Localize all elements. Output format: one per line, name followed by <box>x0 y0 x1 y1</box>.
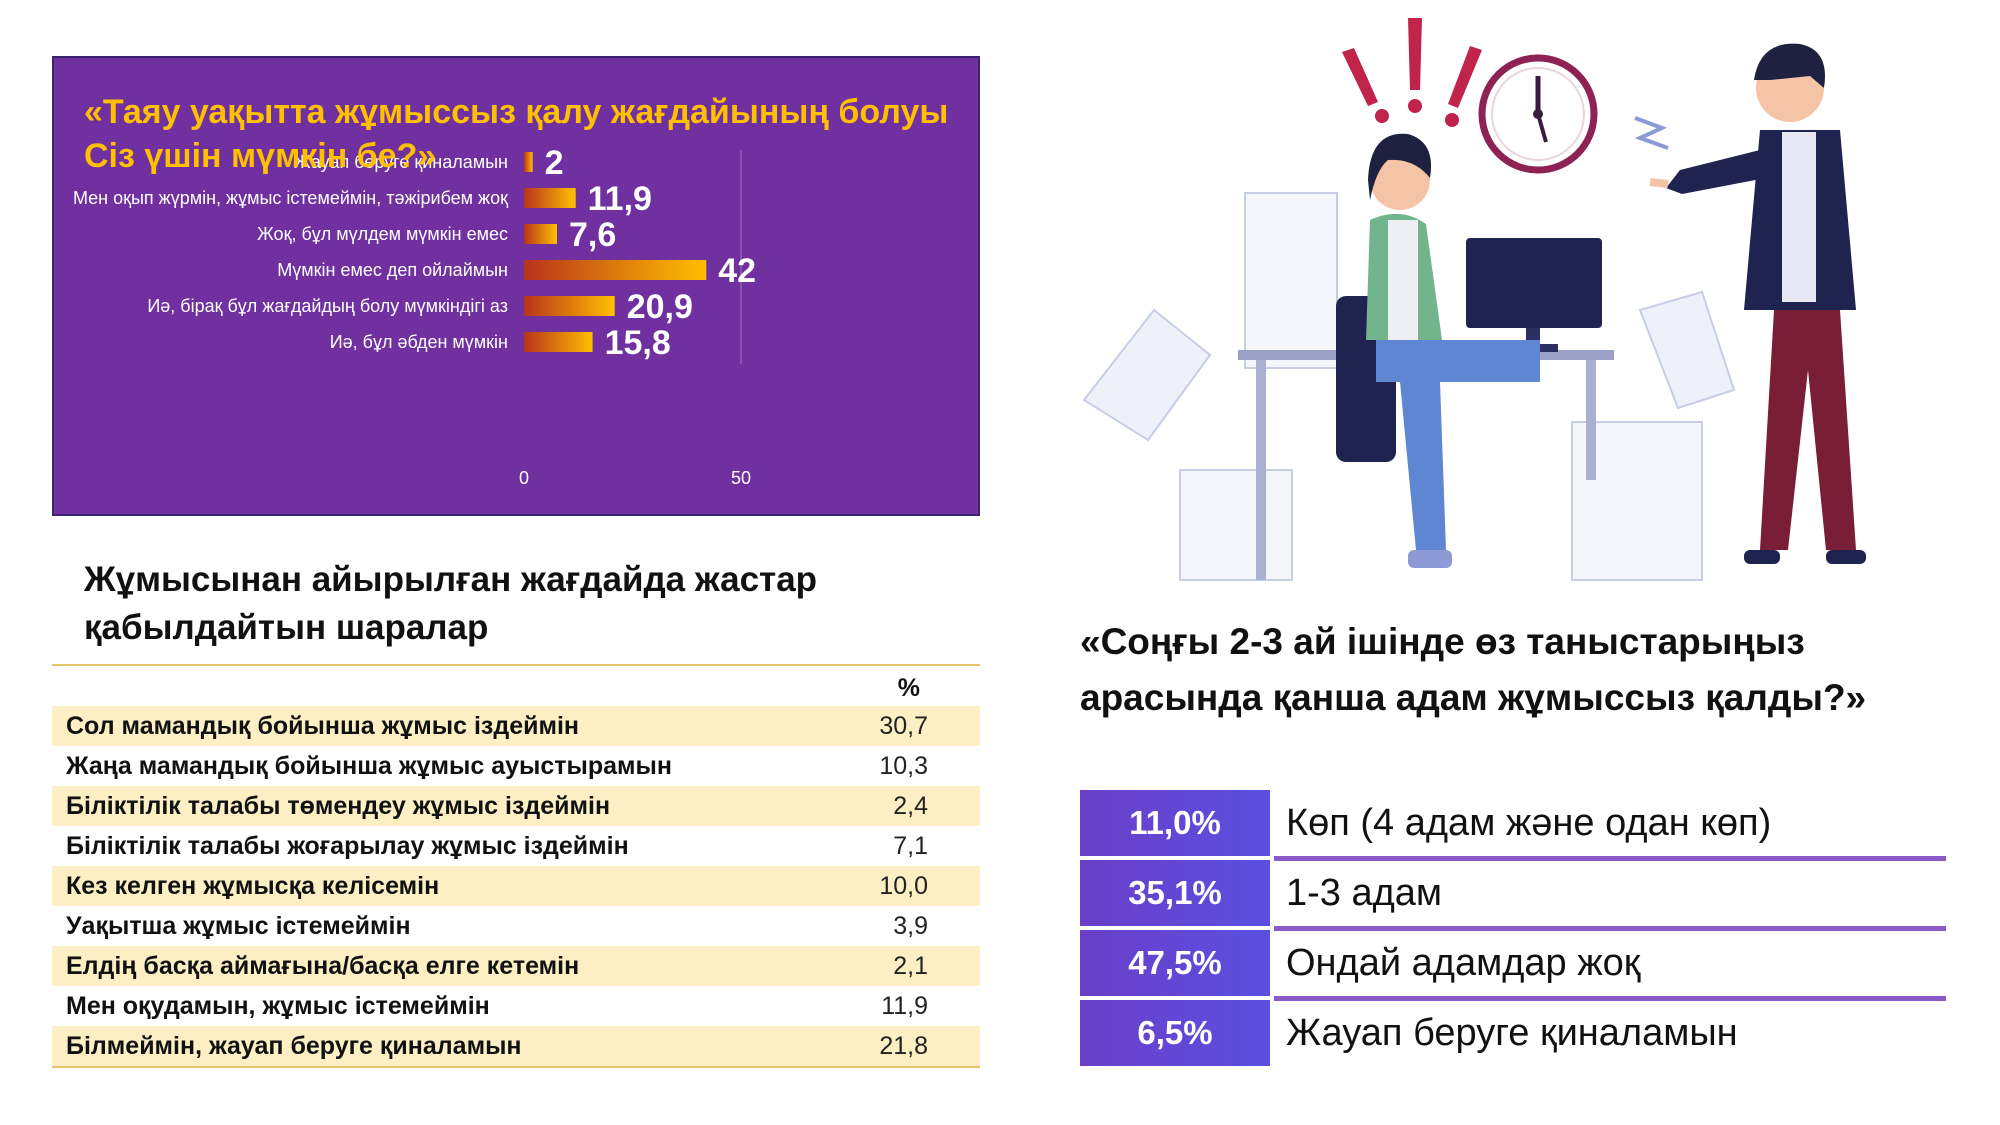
bar <box>524 332 593 352</box>
table-header-row: % <box>52 664 980 706</box>
bar-chart: Жауап беруге қиналамын 2 Мен оқып жүрмін, … <box>73 144 756 488</box>
measure-label: Кез келген жұмысқа келісемін <box>52 866 788 906</box>
alarm-exclamation-icon <box>1342 18 1482 127</box>
measure-label: Білмеймін, жауап беруге қиналамын <box>52 1026 788 1068</box>
pct-header: % <box>788 664 980 706</box>
wall-clock-icon <box>1478 54 1598 174</box>
measure-value: 3,9 <box>893 911 928 940</box>
bar <box>524 152 533 172</box>
measure-label: Жаңа мамандық бойынша жұмыс ауыстырамын <box>66 751 672 780</box>
answer-label: Жауап беруге қиналамын <box>1286 1012 1738 1054</box>
table-row: Біліктілік талабы жоғарылау жұмыс іздейм… <box>52 826 980 866</box>
category-label: Иә, бұл әбден мүмкін <box>330 332 508 352</box>
measure-label: Уақытша жұмыс істемеймін <box>66 911 411 940</box>
answer-percent: 11,0% <box>1080 790 1270 856</box>
answer-label: Ондай адамдар жоқ <box>1286 942 1641 984</box>
tick-label: 0 <box>519 468 529 488</box>
measures-table: % Сол мамандық бойынша жұмыс іздеймін 30,… <box>52 664 980 1068</box>
table-row: Кез келген жұмысқа келісемін 10,0 <box>52 866 980 906</box>
divider <box>1274 926 1946 931</box>
table-row: Білмеймін, жауап беруге қиналамын 21,8 <box>52 1026 980 1068</box>
answer-percent: 6,5% <box>1080 1000 1270 1066</box>
measure-label: Мен оқудамын, жұмыс істемеймін <box>66 991 490 1020</box>
measure-label: Елдің басқа аймағына/басқа елге кетемін <box>52 946 788 986</box>
bar <box>524 296 615 316</box>
table-row: Сол мамандық бойынша жұмыс іздеймін 30,7 <box>52 706 980 746</box>
answer-row: 6,5% Жауап беруге қиналамын <box>1080 1000 1946 1066</box>
question-title: «Соңғы 2-3 ай ішінде өз таныстарыңыз ара… <box>1080 621 1867 718</box>
measures-title: Жұмысынан айырылған жағдайда жастар қабы… <box>84 560 818 647</box>
category-label: Мен оқып жүрмін, жұмыс істемеймін, тәжір… <box>73 188 508 208</box>
office-scene-illustration <box>1082 18 1866 581</box>
answer-percent: 35,1% <box>1080 860 1270 926</box>
data-label: 2 <box>545 144 564 182</box>
table-row: Елдің басқа аймағына/басқа елге кетемін 2… <box>52 946 980 986</box>
divider <box>1274 856 1946 861</box>
category-label: Иә, бірақ бұл жағдайдың болу мүмкіндігі … <box>147 296 508 316</box>
measure-value: 10,3 <box>879 751 928 780</box>
tick-label: 50 <box>731 468 751 488</box>
answer-row: 35,1% 1-3 адам <box>1080 860 1946 931</box>
category-label: Жауап беруге қиналамын <box>294 152 508 172</box>
bar <box>524 260 707 280</box>
table-row: Мен оқудамын, жұмыс істемеймін 11,9 <box>52 986 980 1026</box>
data-label: 15,8 <box>605 324 671 362</box>
measure-label: Біліктілік талабы төмендеу жұмыс іздеймі… <box>52 786 788 826</box>
table-row: Жаңа мамандық бойынша жұмыс ауыстырамын 1… <box>52 746 980 786</box>
measure-value: 2,1 <box>788 946 980 986</box>
measure-value: 10,0 <box>788 866 980 906</box>
measure-label: Сол мамандық бойынша жұмыс іздеймін <box>52 706 788 746</box>
measure-value: 11,9 <box>881 991 928 1020</box>
bar <box>524 224 557 244</box>
answer-label: Көп (4 адам және одан көп) <box>1286 802 1772 844</box>
manager-man <box>1649 43 1866 564</box>
answer-row: 11,0% Көп (4 адам және одан көп) <box>1080 790 1946 861</box>
table-row: Біліктілік талабы төмендеу жұмыс іздеймі… <box>52 786 980 826</box>
office-worker-woman <box>1336 133 1540 568</box>
data-label: 20,9 <box>627 288 693 326</box>
measure-value: 7,1 <box>893 831 928 860</box>
bar <box>524 188 576 208</box>
answer-percent: 47,5% <box>1080 930 1270 996</box>
answer-row: 47,5% Ондай адамдар жоқ <box>1080 930 1946 1001</box>
measure-value: 2,4 <box>788 786 980 826</box>
table-row: Уақытша жұмыс істемеймін 3,9 <box>52 906 980 946</box>
data-label: 11,9 <box>588 180 652 218</box>
category-label: Мүмкін емес деп ойлаймын <box>277 260 508 280</box>
table-header-blank <box>52 664 788 706</box>
category-label: Жоқ, бұл мүлдем мүмкін емес <box>257 224 508 244</box>
measure-label: Біліктілік талабы жоғарылау жұмыс іздейм… <box>66 831 629 860</box>
measure-value: 21,8 <box>788 1026 980 1068</box>
chart-title: «Таяу уақытта жұмыссыз қалу жағдайының б… <box>84 93 949 175</box>
data-label: 7,6 <box>569 216 616 254</box>
divider <box>1274 996 1946 1001</box>
chart-panel: Жауап беруге қиналамын 2 Мен оқып жүрмін, … <box>52 56 980 516</box>
answer-label: 1-3 адам <box>1286 872 1443 914</box>
data-label: 42 <box>718 252 756 290</box>
measure-value: 30,7 <box>788 706 980 746</box>
